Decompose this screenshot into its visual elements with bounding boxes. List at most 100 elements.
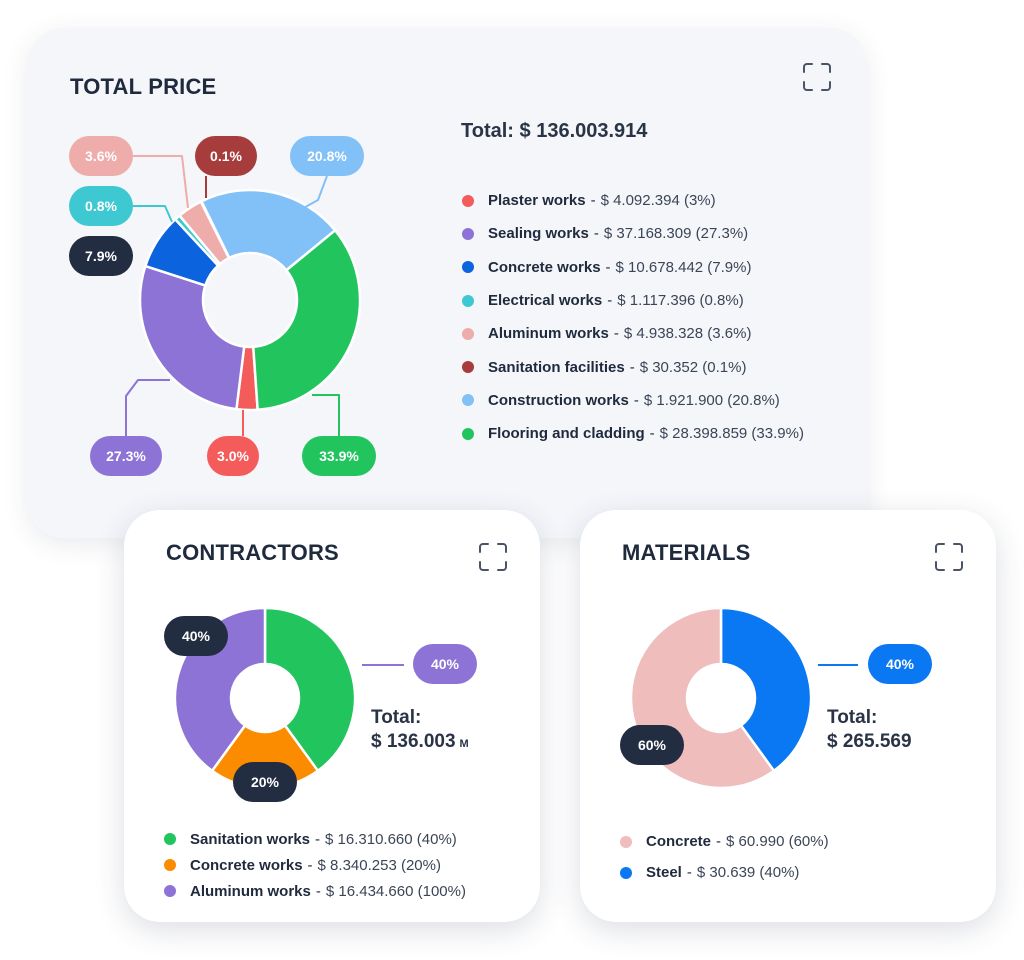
legend-dot [462, 394, 474, 407]
legend-value: $ 1.117.396 (0.8%) [617, 292, 744, 310]
legend-value: $ 60.990 (60%) [726, 833, 829, 850]
legend-separator: - [315, 882, 321, 900]
legend-value: $ 8.340.253 (20%) [317, 856, 441, 874]
total-legend-item-construction-works: Construction works - $ 1.921.900 (20.8%) [462, 384, 804, 417]
materials-legend-item-concrete: Concrete - $ 60.990 (60%) [620, 826, 829, 857]
legend-dot [462, 361, 474, 374]
total-label-sealing-works-bg [90, 436, 162, 476]
legend-separator: - [315, 830, 321, 848]
legend-dot [462, 294, 474, 307]
legend-separator: - [613, 325, 619, 343]
legend-value: $ 4.938.328 (3.6%) [623, 325, 752, 343]
total-label-construction-works: 20.8% [290, 136, 364, 176]
contractors-label-aluminum-works-text: 40% [431, 656, 460, 672]
legend-value: $ 16.310.660 (40%) [325, 830, 457, 848]
contractors-legend-item-sanitation-works: Sanitation works - $ 16.310.660 (40%) [164, 826, 466, 852]
total-price-title: TOTAL PRICE [70, 74, 217, 99]
legend-value: $ 30.352 (0.1%) [639, 358, 747, 376]
contractors-slice-sanitation-works[interactable] [263, 606, 357, 773]
total-label-sanitation-facilities: 0.1% [195, 136, 257, 176]
total-label-plaster-works-text: 3.0% [217, 448, 249, 464]
materials-total-label: Total: [827, 707, 878, 728]
legend-name: Construction works [488, 391, 629, 409]
legend-dot [164, 859, 176, 871]
legend-separator: - [649, 425, 655, 443]
total-leader-sealing-works [125, 379, 170, 436]
total-slice-flooring-and-cladding[interactable] [252, 229, 362, 411]
total-label-sealing-works: 27.3% [90, 436, 162, 476]
legend-dot [462, 327, 474, 340]
total-legend-item-sanitation-facilities: Sanitation facilities - $ 30.352 (0.1%) [462, 350, 804, 383]
expand-icon[interactable] [802, 62, 832, 92]
total-legend-item-flooring-and-cladding: Flooring and cladding - $ 28.398.859 (33.9… [462, 417, 804, 450]
legend-name: Plaster works [488, 192, 586, 210]
legend-separator: - [307, 856, 313, 874]
materials-label-concrete-text: 60% [638, 737, 667, 753]
total-leader-electrical-works [133, 205, 173, 223]
total-label-sanitation-facilities-text: 0.1% [210, 148, 242, 164]
total-label-electrical-works-text: 0.8% [85, 198, 117, 214]
contractors-total-label: Total: [371, 707, 422, 728]
total-label-concrete-works-bg [69, 236, 133, 276]
total-leader-aluminum-works [133, 155, 189, 209]
total-label-aluminum-works: 3.6% [69, 136, 133, 176]
total-label-sanitation-facilities-bg [195, 136, 257, 176]
contractors-total-unit: M [459, 738, 469, 750]
contractors-total-value: $ 136.003 [371, 731, 456, 752]
total-label-plaster-works: 3.0% [207, 436, 259, 476]
total-label: Total: [461, 120, 514, 142]
legend-name: Concrete works [488, 258, 601, 276]
expand-icon[interactable] [478, 542, 508, 572]
materials-total: Total: $ 265.569 [827, 706, 912, 754]
legend-value: $ 28.398.859 (33.9%) [659, 425, 804, 443]
expand-icon[interactable] [934, 542, 964, 572]
total-leader-construction-works [299, 175, 328, 211]
total-label-construction-works-text: 20.8% [307, 148, 347, 164]
total-label-concrete-works-text: 7.9% [85, 248, 117, 264]
contractors-label-aluminum-works-bg [413, 644, 477, 684]
total-label-flooring-and-cladding: 33.9% [302, 436, 376, 476]
total-legend-item-sealing-works: Sealing works - $ 37.168.309 (27.3%) [462, 217, 804, 250]
legend-name: Steel [646, 864, 682, 881]
total-slice-sealing-works[interactable] [138, 264, 246, 411]
contractors-label-concrete-works-bg [233, 762, 297, 802]
legend-value: $ 37.168.309 (27.3%) [603, 225, 749, 243]
legend-dot [164, 833, 176, 845]
total-label-electrical-works: 0.8% [69, 186, 133, 226]
total-label-construction-works-bg [290, 136, 364, 176]
legend-name: Concrete works [190, 856, 303, 874]
legend-name: Concrete [646, 833, 712, 850]
materials-title: MATERIALS [622, 540, 751, 565]
legend-value: $ 16.434.660 (100%) [325, 882, 466, 900]
legend-separator: - [716, 833, 722, 850]
legend-dot [164, 885, 176, 897]
legend-dot [462, 227, 474, 240]
materials-slice-steel[interactable] [719, 606, 813, 773]
contractors-legend: Sanitation works - $ 16.310.660 (40%) Concr… [164, 826, 466, 904]
legend-dot [620, 866, 632, 879]
legend-separator: - [629, 358, 635, 376]
total-label-sealing-works-text: 27.3% [106, 448, 146, 464]
legend-name: Flooring and cladding [488, 425, 645, 443]
materials-legend-item-steel: Steel - $ 30.639 (40%) [620, 857, 829, 888]
total-label-flooring-and-cladding-bg [302, 436, 376, 476]
legend-dot [462, 427, 474, 440]
total-leader-flooring-and-cladding [312, 394, 340, 436]
contractors-legend-item-aluminum-works: Aluminum works - $ 16.434.660 (100%) [164, 878, 466, 904]
legend-value: $ 30.639 (40%) [696, 864, 800, 881]
legend-separator: - [605, 258, 611, 276]
materials-label-concrete: 60% [620, 725, 684, 765]
materials-label-steel: 40% [868, 644, 932, 684]
contractors-label-concrete-works-text: 20% [251, 774, 280, 790]
materials-total-value: $ 265.569 [827, 731, 912, 752]
contractors-label-sanitation-works: 40% [164, 616, 228, 656]
total-label-flooring-and-cladding-text: 33.9% [319, 448, 359, 464]
contractors-label-aluminum-works: 40% [413, 644, 477, 684]
total-value: $ 136.003.914 [519, 120, 648, 142]
contractors-legend-item-concrete-works: Concrete works - $ 8.340.253 (20%) [164, 852, 466, 878]
legend-value: $ 10.678.442 (7.9%) [615, 258, 752, 276]
legend-separator: - [607, 292, 613, 310]
legend-dot [462, 194, 474, 207]
materials-legend: Concrete - $ 60.990 (60%) Steel - $ 30.639 (4… [620, 826, 829, 888]
